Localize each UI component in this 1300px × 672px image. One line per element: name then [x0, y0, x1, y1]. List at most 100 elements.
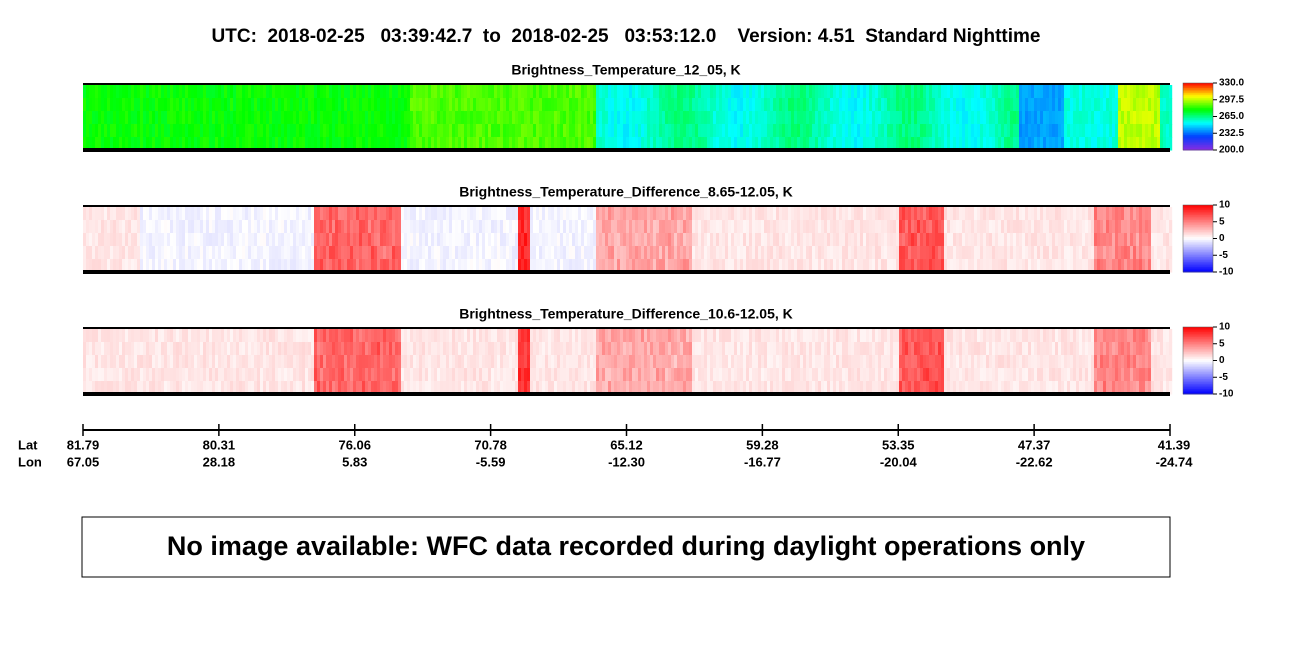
swath-pixel: [434, 207, 437, 221]
swath-pixel: [149, 85, 152, 99]
swath-pixel: [950, 233, 953, 247]
swath-pixel: [221, 124, 224, 138]
swath-pixel: [167, 124, 170, 138]
swath-pixel: [512, 368, 515, 382]
swath-pixel: [815, 220, 818, 234]
swath-pixel: [467, 368, 470, 382]
swath-pixel: [395, 85, 398, 99]
swath-pixel: [545, 329, 548, 343]
swath-pixel: [188, 207, 191, 221]
swath-pixel: [917, 233, 920, 247]
swath-pixel: [776, 368, 779, 382]
swath-pixel: [287, 220, 290, 234]
swath-pixel: [902, 220, 905, 234]
swath-pixel: [512, 355, 515, 369]
swath-pixel: [512, 329, 515, 343]
swath-pixel: [587, 246, 590, 260]
swath-pixel: [410, 220, 413, 234]
swath-pixel: [659, 124, 662, 138]
swath-pixel: [716, 233, 719, 247]
swath-pixel: [485, 98, 488, 112]
swath-pixel: [113, 246, 116, 260]
swath-pixel: [536, 246, 539, 260]
swath-pixel: [1010, 85, 1013, 99]
swath-pixel: [647, 355, 650, 369]
swath-pixel: [752, 98, 755, 112]
swath-pixel: [1001, 246, 1004, 260]
swath-pixel: [422, 98, 425, 112]
swath-pixel: [455, 111, 458, 125]
swath-pixel: [407, 355, 410, 369]
swath-pixel: [431, 246, 434, 260]
swath-pixel: [458, 85, 461, 99]
swath-pixel: [656, 220, 659, 234]
swath-pixel: [362, 368, 365, 382]
swath-pixel: [566, 207, 569, 221]
swath-pixel: [776, 124, 779, 138]
swath-pixel: [653, 111, 656, 125]
swath-pixel: [773, 111, 776, 125]
swath-pixel: [161, 355, 164, 369]
swath-pixel: [221, 98, 224, 112]
swath-pixel: [1052, 220, 1055, 234]
swath-pixel: [542, 355, 545, 369]
swath-pixel: [698, 368, 701, 382]
swath-pixel: [740, 124, 743, 138]
swath-pixel: [83, 342, 86, 356]
swath-pixel: [425, 355, 428, 369]
swath-pixel: [1076, 124, 1079, 138]
swath-pixel: [254, 355, 257, 369]
swath-pixel: [800, 342, 803, 356]
swath-pixel: [149, 111, 152, 125]
swath-pixel: [740, 342, 743, 356]
swath-pixel: [662, 111, 665, 125]
swath-pixel: [782, 355, 785, 369]
swath-pixel: [341, 111, 344, 125]
swath-pixel: [581, 207, 584, 221]
swath-pixel: [1052, 98, 1055, 112]
swath-pixel: [539, 220, 542, 234]
swath-pixel: [98, 233, 101, 247]
swath-pixel: [569, 355, 572, 369]
swath-pixel: [242, 98, 245, 112]
swath-pixel: [395, 246, 398, 260]
swath-pixel: [236, 207, 239, 221]
swath-pixel: [353, 85, 356, 99]
swath-pixel: [239, 220, 242, 234]
swath-pixel: [200, 342, 203, 356]
swath-pixel: [233, 368, 236, 382]
swath-pixel: [368, 85, 371, 99]
swath-pixel: [818, 246, 821, 260]
swath-pixel: [203, 246, 206, 260]
swath-pixel: [275, 355, 278, 369]
swath-pixel: [1160, 85, 1163, 99]
swath-pixel: [647, 98, 650, 112]
swath-pixel: [1013, 124, 1016, 138]
swath-pixel: [116, 246, 119, 260]
swath-pixel: [476, 246, 479, 260]
swath-pixel: [449, 246, 452, 260]
swath-pixel: [965, 233, 968, 247]
swath-pixel: [872, 233, 875, 247]
swath-pixel: [728, 355, 731, 369]
swath-pixel: [1055, 207, 1058, 221]
swath-pixel: [1055, 85, 1058, 99]
swath-pixel: [719, 233, 722, 247]
swath-pixel: [83, 98, 86, 112]
swath-pixel: [161, 368, 164, 382]
swath-pixel: [716, 220, 719, 234]
swath-pixel: [1097, 85, 1100, 99]
swath-pixel: [686, 329, 689, 343]
swath-pixel: [668, 246, 671, 260]
swath-pixel: [1076, 220, 1079, 234]
swath-pixel: [569, 233, 572, 247]
swath-pixel: [134, 355, 137, 369]
swath-pixel: [1007, 85, 1010, 99]
swath-pixel: [932, 233, 935, 247]
swath-pixel: [482, 98, 485, 112]
swath-pixel: [632, 329, 635, 343]
swath-pixel: [446, 85, 449, 99]
swath-pixel: [326, 124, 329, 138]
swath-pixel: [854, 111, 857, 125]
swath-pixel: [989, 233, 992, 247]
